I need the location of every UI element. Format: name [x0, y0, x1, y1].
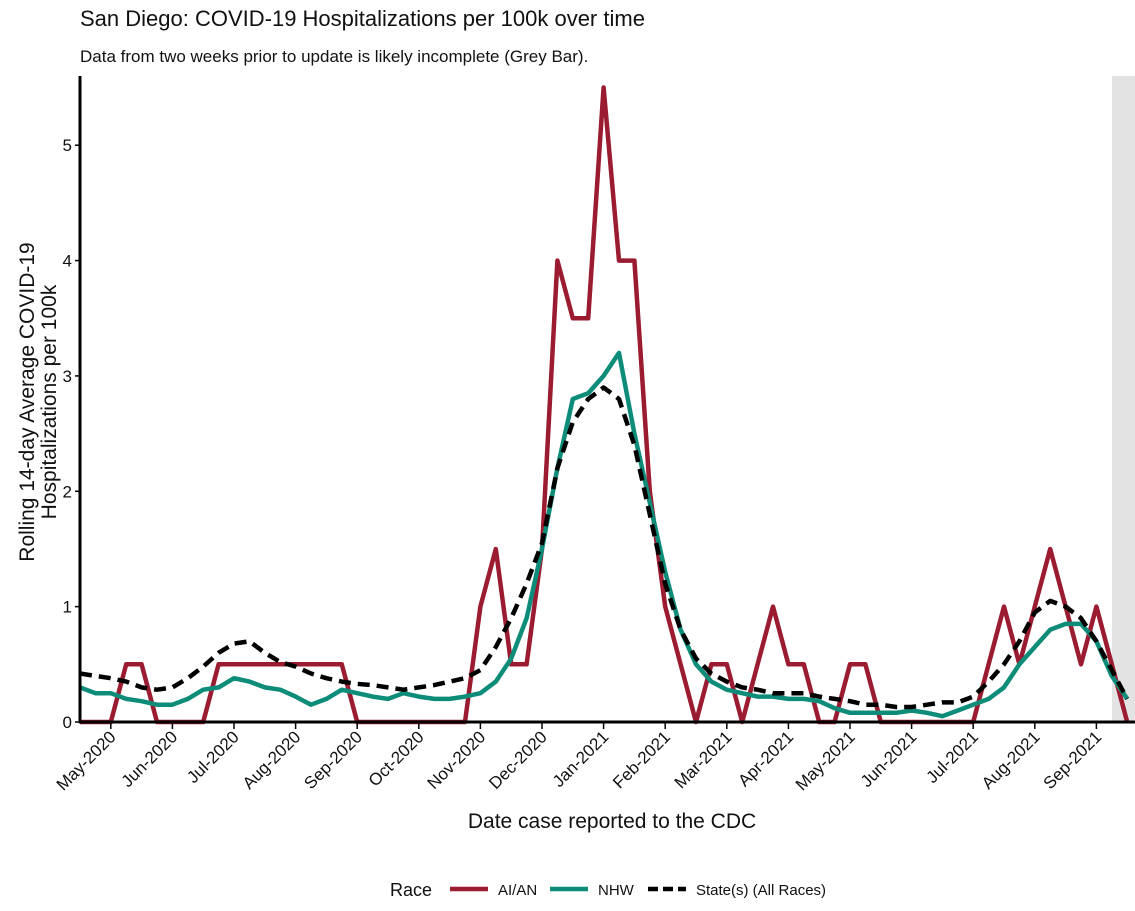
y-tick-label: 2	[63, 482, 72, 501]
x-tick-label: Sep-2021	[1040, 727, 1106, 793]
x-tick-label: Oct-2020	[365, 727, 428, 790]
y-tick-label: 4	[63, 252, 72, 271]
legend-label: State(s) (All Races)	[696, 882, 826, 899]
x-tick-label: May-2020	[53, 727, 120, 794]
y-tick-label: 3	[63, 367, 72, 386]
y-tick-label: 0	[63, 713, 72, 732]
x-tick-label: Feb-2021	[609, 727, 674, 792]
x-tick-label: Aug-2021	[978, 727, 1044, 793]
chart-subtitle: Data from two weeks prior to update is l…	[80, 47, 588, 66]
x-tick-label: Nov-2020	[424, 727, 490, 793]
x-tick-label: Jul-2020	[183, 727, 243, 787]
legend-label: AI/AN	[498, 882, 537, 899]
chart-title: San Diego: COVID-19 Hospitalizations per…	[80, 6, 645, 31]
y-axis-title: Hospitalizations per 100k	[38, 284, 61, 519]
x-tick-label: Dec-2020	[485, 727, 551, 793]
x-tick-label: Aug-2020	[239, 727, 305, 793]
x-tick-label: Sep-2020	[300, 727, 366, 793]
y-tick-label: 5	[63, 136, 72, 155]
x-tick-label: Mar-2021	[671, 727, 736, 792]
incomplete-region	[1112, 76, 1135, 722]
y-axis-title: Rolling 14-day Average COVID-19	[16, 242, 39, 561]
x-tick-label: Apr-2021	[734, 727, 797, 790]
x-tick-label: Jul-2021	[922, 727, 982, 787]
x-axis-title: Date case reported to the CDC	[468, 810, 756, 833]
x-tick-label: Jun-2021	[857, 727, 921, 791]
legend-label: NHW	[598, 882, 635, 899]
series-line	[79, 385, 1130, 710]
x-tick-label: Jan-2021	[549, 727, 613, 791]
legend-title: Race	[390, 880, 432, 900]
series-line	[79, 350, 1130, 719]
y-tick-label: 1	[63, 598, 72, 617]
series-line	[80, 85, 1130, 725]
plot-area	[79, 85, 1130, 725]
x-tick-label: Jun-2020	[118, 727, 182, 791]
x-tick-label: May-2021	[792, 727, 859, 794]
